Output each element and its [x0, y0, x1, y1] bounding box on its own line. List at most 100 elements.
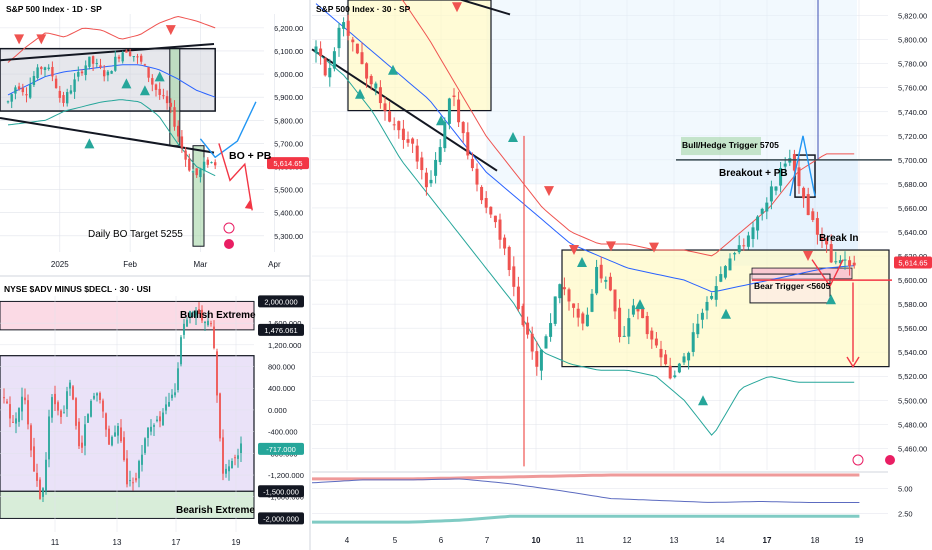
intraday-ytick-label: 5,780.00: [898, 60, 927, 69]
candle: [198, 302, 200, 315]
candle-body: [147, 67, 150, 78]
candle-body: [769, 186, 773, 202]
candle-body: [457, 99, 461, 123]
daily-ytick-label: 6,100.00: [274, 47, 303, 56]
candle-body: [48, 416, 50, 460]
candle: [66, 88, 69, 107]
candle-body: [207, 320, 209, 326]
candle: [180, 335, 182, 367]
candle: [815, 211, 819, 245]
daily-annotation-target: Daily BO Target 5255: [88, 229, 183, 240]
flash-alert-icon[interactable]: [852, 454, 864, 466]
candle: [834, 251, 838, 265]
candle: [14, 85, 17, 100]
candle-body: [102, 400, 104, 412]
candle-body: [184, 150, 187, 160]
intraday-price-badge-label: 5,614.65: [898, 258, 927, 267]
candle: [195, 168, 198, 178]
candle-body: [424, 172, 428, 188]
candle: [158, 82, 161, 100]
candle-body: [120, 427, 122, 442]
candle: [40, 65, 43, 75]
flash-alert-icon[interactable]: [223, 222, 235, 234]
daily-bear-arrowhead: [244, 200, 253, 210]
candle: [150, 419, 152, 436]
candle: [650, 327, 654, 349]
daily-ytick-label: 5,800.00: [274, 116, 303, 125]
candle-body: [654, 338, 658, 346]
intraday-upper-band: [401, 0, 855, 257]
daily-xtick-label: Apr: [268, 260, 281, 269]
candle-body: [111, 436, 113, 446]
intraday-ytick-label: 5,680.00: [898, 180, 927, 189]
candle-body: [668, 365, 672, 379]
candle: [604, 276, 608, 289]
candle: [213, 320, 215, 350]
flag-icon[interactable]: [224, 239, 234, 249]
candle: [484, 191, 488, 214]
candle-body: [682, 356, 686, 363]
candle: [117, 54, 121, 63]
candle-body: [319, 48, 323, 57]
candle: [420, 151, 424, 180]
candle: [319, 41, 323, 65]
candle-body: [151, 78, 154, 85]
flag-icon[interactable]: [885, 455, 895, 465]
candle: [567, 287, 571, 311]
intraday-buy-marker: [635, 299, 645, 310]
candle-body: [447, 98, 451, 124]
candle-body: [126, 458, 128, 485]
candle: [493, 215, 497, 228]
candle: [512, 256, 516, 297]
candle: [576, 303, 580, 327]
candle: [461, 120, 465, 143]
candle: [234, 454, 236, 466]
indicator-main-line: [311, 478, 860, 503]
candle: [631, 298, 635, 318]
indicator-upper-line: [312, 473, 860, 481]
intraday-buy-marker: [508, 132, 518, 143]
candle: [58, 85, 61, 103]
candle: [489, 206, 493, 219]
candle: [120, 419, 122, 443]
candle-body: [779, 168, 783, 186]
intraday-chart-title: S&P 500 Index · 30 · SP: [316, 4, 411, 14]
intraday-sell-marker: [569, 245, 579, 256]
candle-body: [332, 51, 336, 69]
candle: [599, 256, 603, 283]
indicator-panel: 5.00 2.50: [311, 471, 913, 524]
candle-body: [489, 206, 493, 215]
candle-body: [80, 71, 84, 74]
candle: [618, 299, 622, 343]
daily-sell-marker: [14, 34, 25, 45]
candle: [383, 96, 387, 121]
candle: [12, 414, 14, 423]
candle: [332, 47, 336, 72]
candle-body: [180, 337, 182, 365]
intraday-xtick-label: 11: [576, 536, 585, 545]
daily-ytick-label: 5,500.00: [274, 186, 303, 195]
candle: [189, 310, 191, 324]
candle-body: [622, 335, 626, 337]
candle-body: [355, 43, 359, 54]
candle: [590, 289, 594, 313]
candle: [526, 316, 530, 339]
candle-body: [141, 454, 143, 465]
candle-body: [42, 488, 44, 497]
candle: [151, 74, 154, 92]
candle: [106, 69, 110, 82]
intraday-sell-marker: [803, 251, 813, 262]
candle: [154, 83, 158, 97]
candle: [774, 186, 778, 196]
candle: [60, 409, 62, 424]
candle-body: [576, 308, 580, 318]
candle-body: [530, 333, 534, 352]
intraday-breakin-projection: [811, 259, 844, 288]
candle: [153, 423, 155, 436]
candle: [668, 357, 672, 380]
daily-ytick-label: 5,300.00: [274, 232, 303, 241]
ad-xtick-label: 11: [51, 538, 60, 547]
candle: [765, 197, 769, 220]
candle-body: [783, 163, 787, 167]
candle-body: [93, 395, 95, 399]
